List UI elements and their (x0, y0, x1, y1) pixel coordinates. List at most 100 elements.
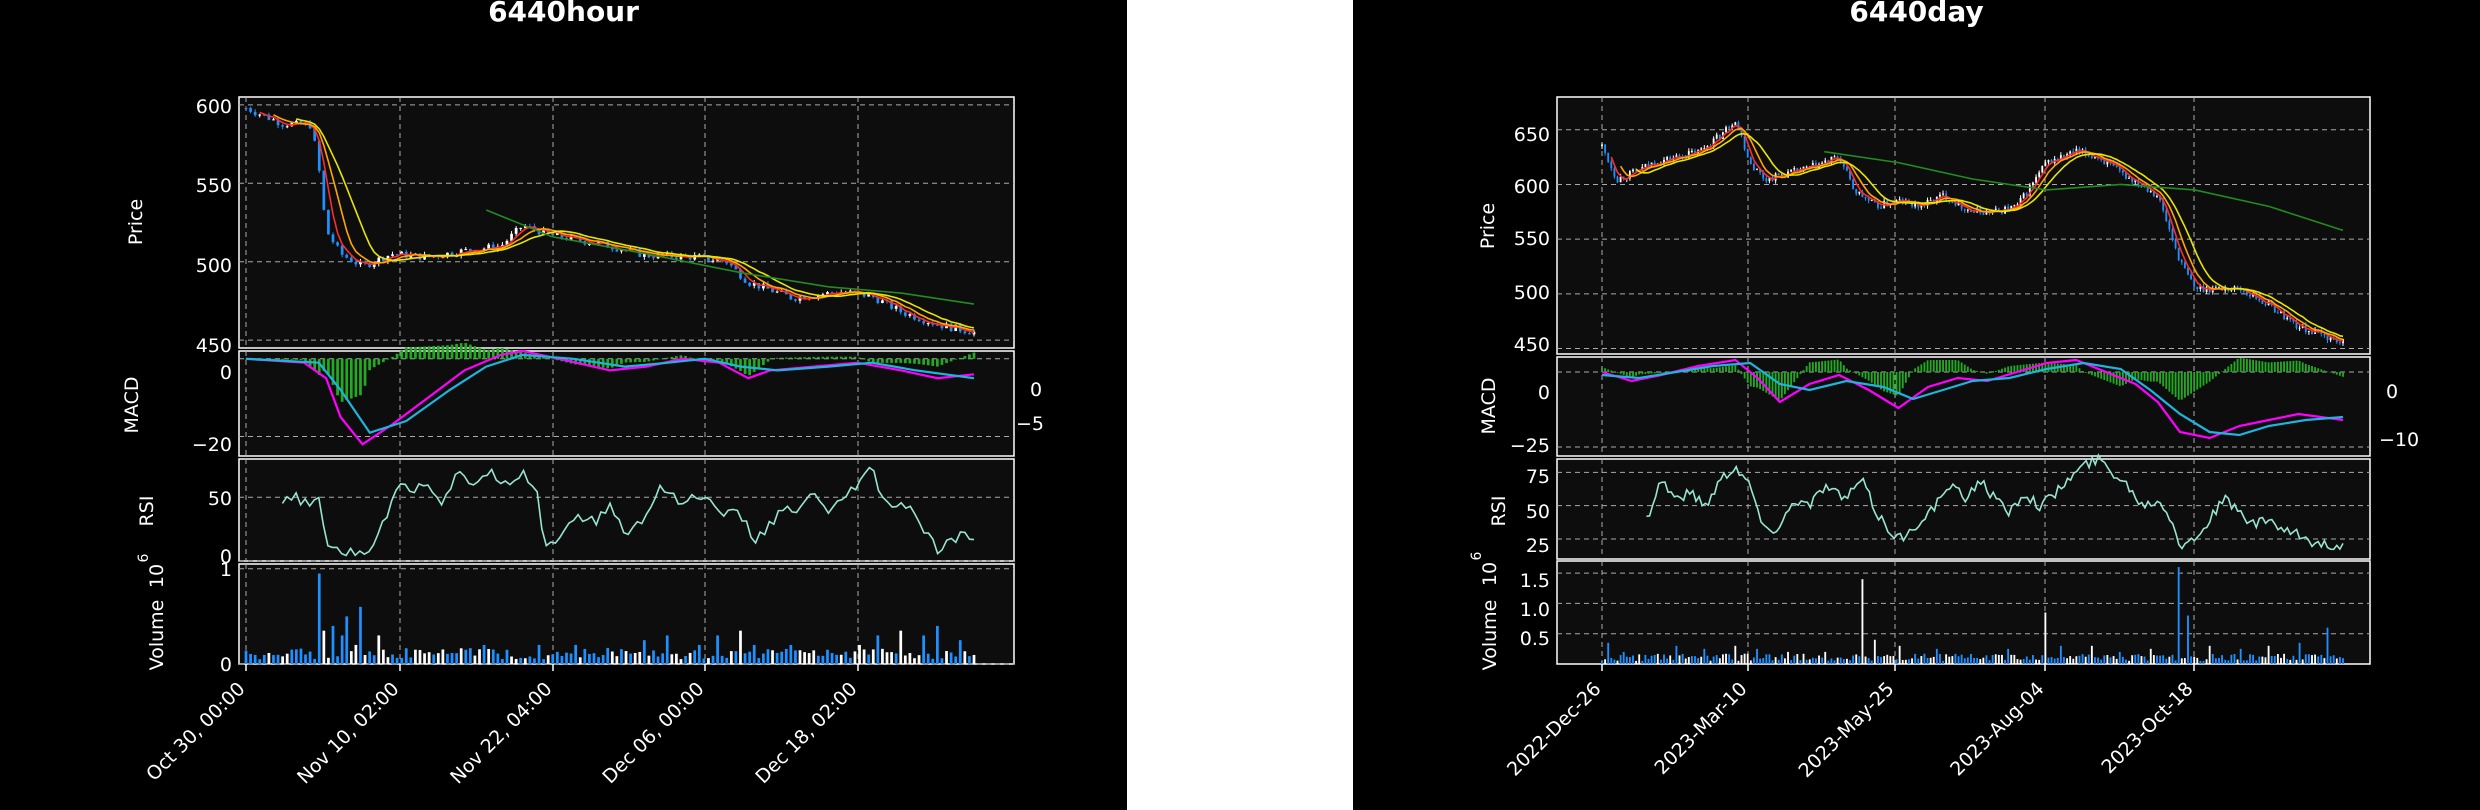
volume-bar (734, 651, 738, 664)
macd-tick-0: 0 (220, 362, 232, 384)
macd-histogram-bar (450, 344, 454, 359)
volume-bar (345, 616, 349, 664)
macd-histogram-bar (656, 358, 660, 360)
volume-bar (1731, 659, 1734, 664)
macd-histogram-bar (2270, 362, 2273, 372)
volume-bar (794, 650, 797, 664)
candle-body (615, 249, 619, 252)
candle-body (2280, 311, 2282, 314)
candle-body (1790, 169, 1793, 172)
candle-body (610, 247, 614, 250)
candle-body (1690, 151, 1693, 153)
macd-histogram-bar (1811, 362, 1814, 372)
candle-body (1647, 163, 1650, 167)
candle-body (317, 140, 321, 171)
macd-histogram-bar (1762, 372, 1765, 391)
x-tick-label: Nov 10, 02:00 (293, 678, 403, 788)
candle-body (2075, 148, 2078, 154)
macd-histogram-bar (1734, 365, 1737, 372)
macd-histogram-bar (1802, 370, 1805, 372)
candle-body (1783, 175, 1786, 178)
volume-bar (949, 652, 953, 664)
volume-bar (2196, 657, 2199, 664)
macd-histogram-bar (2007, 366, 2010, 372)
candle-body (2159, 195, 2162, 201)
volume-bar (926, 653, 930, 664)
macd-histogram-bar (647, 358, 651, 362)
macd-histogram-bar (2342, 372, 2344, 377)
candle-body (867, 293, 871, 297)
macd-histogram-bar (812, 357, 816, 359)
volume-bar (913, 658, 916, 664)
volume-bar (2035, 659, 2037, 664)
volume-bar (2245, 660, 2248, 664)
volume-bar (569, 653, 573, 664)
candle-body (1799, 169, 1802, 172)
candle-body (1607, 152, 1610, 162)
macd-histogram-bar (2010, 365, 2013, 372)
macd-histogram-bar (954, 358, 958, 360)
macd-histogram-bar (1818, 361, 1820, 372)
candle-body (1632, 169, 1634, 172)
candle-body (1752, 164, 1755, 170)
candle-body (2035, 176, 2037, 183)
volume-axis-label: Volume (146, 600, 168, 671)
candle-body (679, 254, 683, 260)
macd-histogram-bar (1616, 372, 1619, 373)
volume-bar (766, 649, 770, 664)
macd-histogram-bar (867, 358, 871, 362)
candle-body (1942, 193, 1944, 195)
macd-histogram-bar (546, 358, 550, 359)
macd-histogram-bar (716, 358, 719, 361)
volume-bar (656, 656, 660, 664)
volume-bar (853, 651, 857, 664)
macd-histogram-bar (2304, 363, 2307, 372)
candle-body (322, 170, 326, 210)
macd-histogram-bar (949, 358, 953, 362)
volume-bar (1647, 658, 1650, 664)
volume-bar (441, 649, 445, 664)
macd-histogram-bar (945, 358, 948, 364)
volume-bar (2072, 658, 2075, 664)
macd-histogram-bar (1839, 361, 1842, 372)
volume-bar (2193, 656, 2196, 664)
volume-bar (359, 606, 362, 664)
volume-bar (2218, 658, 2220, 664)
volume-bar (1622, 651, 1625, 664)
volume-bar (803, 652, 806, 664)
macd-histogram-bar (588, 358, 591, 367)
macd-histogram-bar (1963, 364, 1966, 372)
volume-bar (2032, 655, 2034, 664)
macd-histogram-bar (670, 356, 674, 359)
macd-histogram-bar (2059, 363, 2062, 372)
candle-body (2338, 342, 2341, 344)
volume-bar (2159, 655, 2162, 664)
volume-bar (890, 652, 893, 664)
daily-chart-figure: 6440day 650 600 550 500 450 0 −25 0 −10 … (1353, 0, 2480, 810)
volume-bar (2205, 659, 2208, 664)
macd-histogram-bar (2264, 361, 2267, 372)
volume-bar (1737, 660, 1740, 664)
volume-bar (1855, 654, 1858, 664)
volume-bar (1610, 657, 1613, 664)
volume-bar (1734, 645, 1737, 664)
macd-histogram-bar (391, 356, 394, 359)
volume-bar (414, 649, 417, 664)
macd-histogram-bar (2013, 365, 2016, 372)
volume-bar (1728, 654, 1731, 664)
macd-histogram-bar (1914, 368, 1917, 372)
volume-bar (1706, 655, 1709, 664)
candle-body (2171, 229, 2174, 240)
macd-histogram-bar (936, 358, 939, 367)
macd-histogram-bar (551, 358, 555, 360)
volume-bar (1805, 659, 1808, 664)
macd-histogram-bar (2283, 361, 2286, 372)
macd-histogram-bar (633, 358, 637, 363)
candle-body (2218, 286, 2220, 288)
volume-bar (908, 653, 912, 664)
volume-bar (1780, 654, 1783, 664)
volume-bar (826, 649, 829, 664)
volume-bar (954, 656, 958, 664)
candle-body (968, 333, 971, 335)
volume-bar (391, 654, 394, 664)
